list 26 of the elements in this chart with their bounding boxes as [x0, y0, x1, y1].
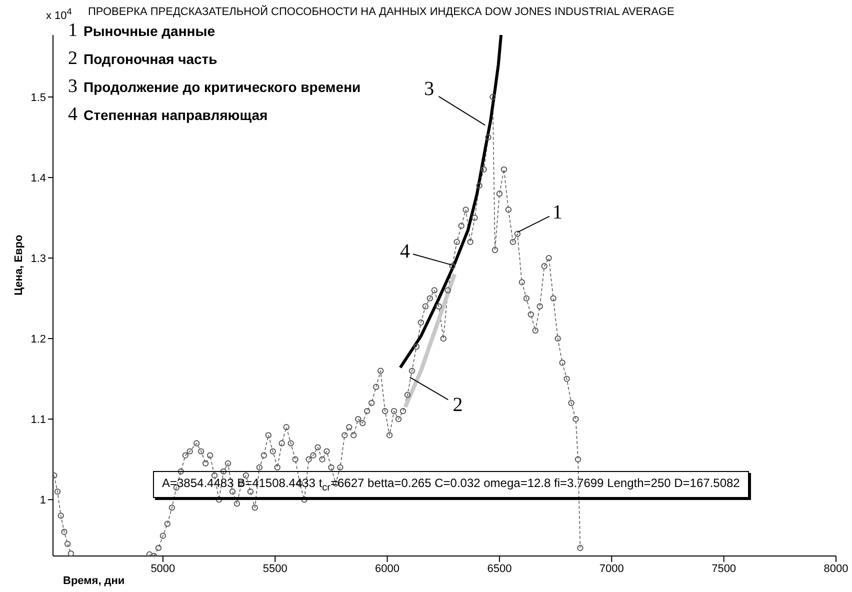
chart-title: ПРОВЕРКА ПРЕДСКАЗАТЕЛЬНОЙ СПОСОБНОСТИ НА ДАННЫХ ИНДЕКСА DOW JONES INDUSTRIAL AVERAGE	[88, 6, 674, 18]
x-tick-label: 7000	[599, 562, 624, 575]
x-axis-title: Время, дни	[63, 574, 125, 588]
y-tick-label: 1.1	[30, 414, 46, 426]
x-tick-label: 7500	[712, 562, 736, 575]
x-tick-label: 5500	[262, 562, 288, 575]
y-tick-label: 1.3	[30, 252, 46, 265]
y-tick-label: 1.2	[30, 333, 46, 346]
annotation: 2 Подгоночная часть	[68, 48, 218, 69]
y-tick-label: 1.4	[30, 172, 46, 184]
line-series	[398, 35, 503, 370]
y-tick-label: 1	[40, 494, 46, 507]
y-tick-label: 1.5	[30, 92, 46, 104]
annotation: 2	[452, 394, 463, 416]
x-tick-label: 8000	[824, 562, 848, 575]
annotation: 3	[424, 78, 434, 100]
y-axis-title: Цена, Евро	[12, 234, 25, 296]
annotation: 3 Продолжение до критического времени	[68, 76, 361, 97]
annotation: 1	[552, 201, 562, 224]
annotation: 1 Рыночные данные	[68, 20, 215, 41]
x-tick-label: 6000	[375, 562, 400, 575]
text: x 10$^{4}$	[46, 6, 72, 22]
annotation: 4	[400, 240, 410, 262]
x-tick-label: 6500	[487, 562, 512, 575]
annotation: 4 Степенная направляющая	[68, 104, 268, 125]
x-tick-label: 5000	[150, 562, 176, 575]
